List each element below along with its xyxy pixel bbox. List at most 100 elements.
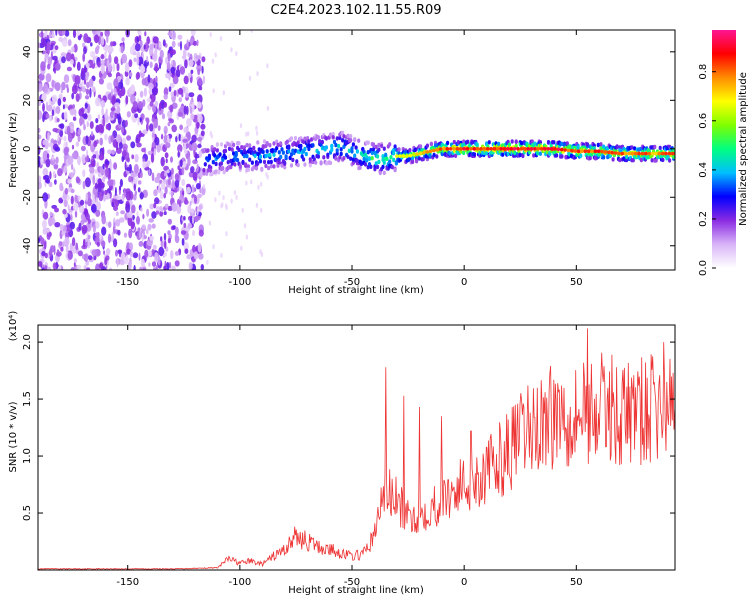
heatmap-ridge-cell [342, 134, 346, 139]
heatmap-ridge-cell [615, 144, 619, 150]
heatmap-noise-blob [140, 207, 143, 212]
heatmap-ridge-peak [650, 151, 655, 156]
heatmap-noise-blob [46, 232, 51, 240]
heatmap-noise-blob [107, 72, 112, 78]
heatmap-ridge-cell [253, 153, 257, 158]
heatmap-ridge-cell [369, 164, 373, 169]
heatmap-noise-blob [54, 62, 61, 71]
heatmap-noise-blob [181, 178, 186, 187]
heatmap-noise-blob [69, 125, 75, 134]
heatmap-noise-blob [138, 240, 144, 247]
heatmap-noise-blob [42, 139, 47, 146]
heatmap-ridge-peak [613, 151, 618, 155]
heatmap-noise-blob [191, 142, 198, 152]
heatmap-noise-blob [187, 204, 192, 214]
heatmap-noise-blob [195, 183, 201, 190]
heatmap-ridge-cell [267, 165, 271, 171]
heatmap-ridge-cell [281, 150, 285, 155]
heatmap-noise-blob [67, 39, 72, 47]
heatmap-noise-blob [60, 52, 67, 57]
heatmap-ridge-cell [370, 150, 374, 156]
heatmap-noise-blob [177, 151, 180, 158]
heatmap-noise-blob [104, 167, 110, 178]
heatmap-noise-blob [165, 142, 171, 149]
heatmap-noise-blob [190, 113, 195, 120]
heatmap-ridge-cell [668, 158, 672, 163]
heatmap-noise-blob [98, 123, 104, 133]
heatmap-ridge-cell [232, 142, 236, 148]
heatmap-ridge-cell [392, 151, 396, 156]
heatmap-noise-blob [148, 218, 154, 223]
heatmap-faint-dot [210, 133, 213, 139]
heatmap-noise-blob [38, 134, 42, 140]
heatmap-noise-blob [63, 111, 68, 121]
heatmap-ridge-cell [335, 151, 339, 156]
heatmap-ridge-peak [593, 149, 598, 153]
heatmap-noise-blob [80, 145, 86, 152]
heatmap-noise-blob [137, 30, 140, 35]
colorbar-tick-label: 0.8 [698, 64, 709, 80]
heatmap-noise-blob [120, 210, 125, 215]
heatmap-noise-blob [64, 187, 69, 195]
heatmap-faint-dot [256, 71, 259, 77]
heatmap-noise-blob [41, 94, 46, 102]
heatmap-ridge-cell [202, 171, 206, 176]
heatmap-noise-blob [145, 117, 149, 122]
heatmap-ridge-cell [411, 155, 415, 161]
heatmap-noise-blob [69, 221, 76, 230]
heatmap-noise-blob [139, 192, 144, 200]
heatmap-noise-blob [107, 221, 112, 228]
heatmap-noise-blob [146, 98, 152, 103]
heatmap-frame [37, 29, 676, 271]
heatmap-ridge-cell [322, 155, 326, 160]
heatmap-ridge-cell [307, 139, 311, 144]
y-tick-label: 20 [22, 94, 33, 107]
heatmap-ridge-cell [330, 147, 334, 152]
heatmap-ridge-cell [334, 156, 338, 161]
heatmap-noise-blob [92, 224, 96, 234]
heatmap-noise-blob [40, 37, 46, 46]
heatmap-noise-blob [110, 107, 116, 112]
heatmap-noise-blob [79, 199, 85, 206]
heatmap-ridge-cell [366, 140, 370, 145]
heatmap-noise-blob [151, 211, 157, 219]
heatmap-noise-blob [147, 74, 151, 83]
heatmap-noise-blob [100, 36, 105, 46]
heatmap-ridge-peak [519, 147, 524, 151]
heatmap-noise-blob [163, 87, 169, 97]
heatmap-noise-blob [175, 226, 179, 236]
heatmap-ridge-cell [303, 136, 307, 141]
heatmap-noise-blob [142, 213, 145, 220]
heatmap-noise-blob [82, 253, 85, 260]
heatmap-noise-blob [59, 182, 64, 192]
heatmap-noise-blob [49, 217, 56, 225]
heatmap-ridge-cell [245, 154, 249, 159]
heatmap-noise-blob [149, 101, 154, 107]
heatmap-noise-blob [128, 242, 133, 251]
heatmap-noise-blob [196, 121, 200, 129]
heatmap-faint-dot [243, 223, 247, 229]
heatmap-ridge-cell [307, 143, 311, 148]
heatmap-noise-blob [52, 55, 58, 61]
heatmap-noise-blob [136, 215, 140, 225]
heatmap-ridge-cell [362, 156, 366, 162]
heatmap-noise-blob [47, 132, 50, 141]
heatmap-noise-blob [91, 203, 97, 213]
heatmap-noise-blob [118, 217, 125, 223]
heatmap-noise-blob [125, 95, 129, 105]
heatmap-noise-blob [119, 178, 123, 188]
heatmap-noise-blob [85, 62, 90, 68]
heatmap-ridge-cell [393, 167, 397, 173]
heatmap-ridge-cell [446, 140, 450, 146]
colorbar-tick-label: 0.4 [698, 162, 709, 178]
heatmap-ridge-cell [219, 161, 224, 166]
heatmap-ridge-cell [236, 158, 240, 163]
heatmap-noise-blob [54, 207, 59, 213]
heatmap-ridge-peak [462, 147, 467, 151]
heatmap-ridge-cell [331, 131, 335, 137]
heatmap-ridge-cell [256, 140, 260, 145]
heatmap-ridge-peak [546, 147, 551, 151]
heatmap-noise-blob [86, 267, 91, 270]
heatmap-noise-blob [144, 249, 149, 258]
heatmap-ridge-cell [328, 160, 333, 166]
